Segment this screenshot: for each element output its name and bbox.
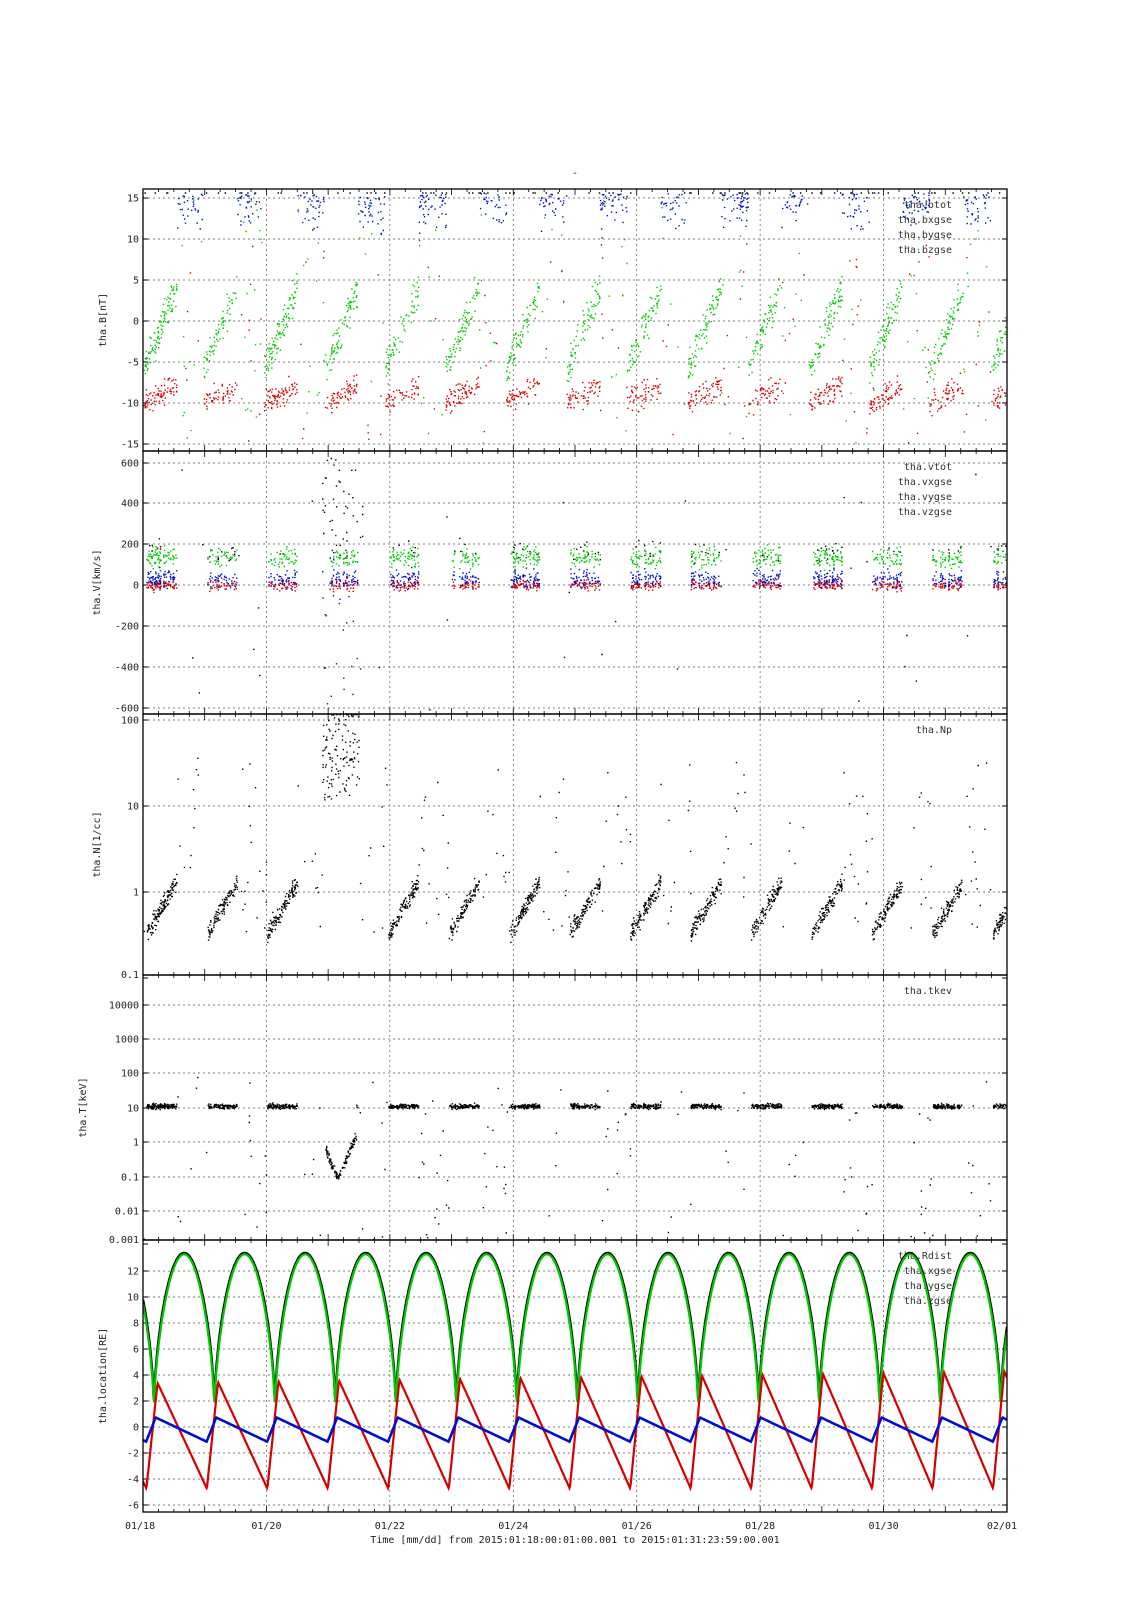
y-tick-label: 10 bbox=[127, 802, 139, 813]
y-tick-label: 600 bbox=[121, 459, 139, 470]
y-axis-label: tha.location[RE] bbox=[98, 1328, 109, 1424]
legend-entry: tha.ygse bbox=[904, 1281, 952, 1292]
y-tick-label: -5 bbox=[127, 358, 139, 369]
legend-entry: tha.vygse bbox=[898, 492, 952, 503]
x-tick-label: 01/26 bbox=[622, 1521, 652, 1532]
panel-frame bbox=[142, 713, 1008, 976]
y-tick-label: 100 bbox=[121, 1069, 139, 1080]
y-tick-label: 1 bbox=[133, 1138, 139, 1149]
y-tick-label: 8 bbox=[133, 1319, 139, 1330]
panel-frame bbox=[142, 188, 1008, 452]
x-tick-label: 01/28 bbox=[745, 1521, 775, 1532]
y-tick-label: -200 bbox=[115, 622, 139, 633]
y-tick-label: 0.1 bbox=[121, 970, 139, 981]
y-tick-label: 15 bbox=[127, 194, 139, 205]
y-tick-label: -15 bbox=[121, 440, 139, 451]
panel-density: 100 10 1 0.1 tha.N[1/cc] tha.Np bbox=[92, 713, 1008, 981]
y-tick-label: 6 bbox=[133, 1345, 139, 1356]
series-bzgse bbox=[177, 193, 992, 239]
y-tick-label: 0 bbox=[133, 581, 139, 592]
y-tick-label: -10 bbox=[121, 399, 139, 410]
legend-entry: tha.vxgse bbox=[898, 477, 952, 488]
y-tick-label: 10 bbox=[127, 1293, 139, 1304]
data-layer bbox=[143, 1076, 1007, 1240]
legend-entry: tha.xgse bbox=[904, 1266, 952, 1277]
series-vtot bbox=[147, 457, 1007, 711]
panel-magnetic-field: 151050-5-10-15tha.B[nT]tha.btottha.bxgse… bbox=[98, 188, 1008, 452]
x-tick-label: 02/01 bbox=[987, 1521, 1017, 1532]
y-tick-label: 0.01 bbox=[115, 1207, 139, 1218]
y-tick-label: -4 bbox=[127, 1475, 139, 1486]
y-tick-label: -400 bbox=[115, 663, 139, 674]
y-tick-label: 2 bbox=[133, 1397, 139, 1408]
series-vygse bbox=[146, 577, 1007, 594]
y-tick-label: -600 bbox=[115, 704, 139, 715]
x-tick-label: 01/30 bbox=[869, 1521, 899, 1532]
x-tick-label: 01/20 bbox=[251, 1521, 281, 1532]
y-axis-label: tha.V[km/s] bbox=[92, 549, 103, 615]
y-tick-label: -6 bbox=[127, 1501, 139, 1512]
series-tkev bbox=[143, 1076, 1007, 1240]
legend-entry: tha.bxgse bbox=[898, 215, 952, 226]
series-ygse bbox=[143, 1368, 1007, 1492]
legend-entry: tha.tkev bbox=[904, 986, 952, 997]
panel-location: 12 10 8 6 4 2 0 -2 -4 -6 tha.location[RE] tha.Rdist… bbox=[98, 1239, 1008, 1513]
y-tick-label: 200 bbox=[121, 540, 139, 551]
legend-entry: tha.bzgse bbox=[898, 245, 952, 256]
y-tick-label: -2 bbox=[127, 1449, 139, 1460]
series-xgse bbox=[143, 1253, 1007, 1403]
legend-entry: tha.vzgse bbox=[898, 507, 952, 518]
data-layer bbox=[143, 714, 1007, 944]
panel-frame bbox=[142, 1239, 1008, 1513]
y-tick-label: 1 bbox=[133, 888, 139, 899]
legend-entry: tha.Np bbox=[916, 725, 952, 736]
y-tick-label: 0 bbox=[133, 317, 139, 328]
series-zgse bbox=[143, 1415, 1007, 1444]
y-tick-label: 0 bbox=[133, 1423, 139, 1434]
y-axis-label: tha.B[nT] bbox=[98, 293, 109, 347]
x-tick-labels: 01/18 01/20 01/22 01/24 01/26 01/28 01/30 02/01 bbox=[125, 1521, 1017, 1532]
series-btot bbox=[144, 192, 1001, 194]
data-layer bbox=[143, 1251, 1007, 1492]
series-vxgse bbox=[146, 544, 1007, 572]
y-tick-label: 400 bbox=[121, 499, 139, 510]
y-tick-label: 12 bbox=[127, 1267, 139, 1278]
x-tick-label: 01/18 bbox=[125, 1521, 155, 1532]
data-layer bbox=[143, 192, 1007, 444]
y-axis-label: tha.N[1/cc] bbox=[92, 811, 103, 877]
y-axis-label: tha.T[keV] bbox=[78, 1077, 89, 1137]
y-tick-label: 10000 bbox=[109, 1001, 139, 1012]
legend-entry: tha.vtot bbox=[904, 462, 952, 473]
y-tick-label: 1000 bbox=[115, 1035, 139, 1046]
x-axis-title: Time [mm/dd] from 2015:01:18:00:01:00.00… bbox=[370, 1535, 779, 1546]
x-tick-label: 01/22 bbox=[375, 1521, 405, 1532]
y-tick-label: 5 bbox=[133, 276, 139, 287]
series-Np bbox=[143, 714, 1007, 944]
y-tick-label: 100 bbox=[121, 716, 139, 727]
panel-velocity: 600 400 200 0 -200 -400 -600 tha.V[km/s] tha.vto… bbox=[92, 450, 1008, 715]
figure-title: - bbox=[572, 168, 578, 179]
y-tick-label: 0.001 bbox=[109, 1235, 139, 1246]
x-tick-label: 01/24 bbox=[498, 1521, 528, 1532]
legend-entry: tha.bygse bbox=[898, 230, 952, 241]
legend-entry: tha.Rdist bbox=[898, 1251, 952, 1262]
y-tick-label: 10 bbox=[127, 235, 139, 246]
data-layer bbox=[146, 457, 1007, 711]
y-tick-label: 10 bbox=[127, 1104, 139, 1115]
y-tick-label: 4 bbox=[133, 1371, 139, 1382]
y-tick-label: 0.1 bbox=[121, 1173, 139, 1184]
panel-temperature: 10000 1000 100 10 1 0.1 0.01 0.001 tha.T[keV] tha… bbox=[78, 974, 1008, 1246]
